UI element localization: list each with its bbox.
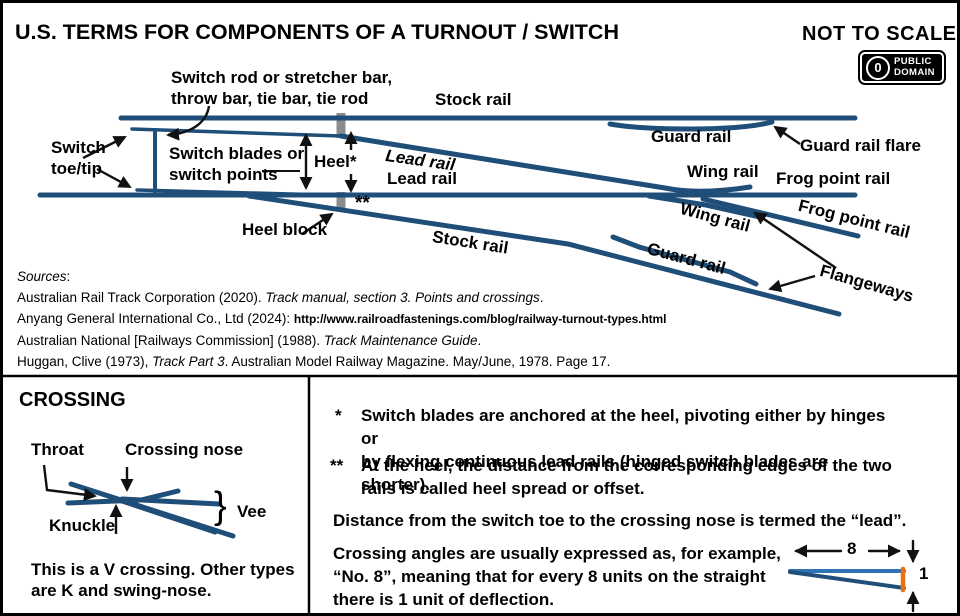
- sources-block: Sources: Australian Rail Track Corporati…: [17, 266, 666, 372]
- wing-rail-lower-line: [646, 193, 763, 220]
- page-title: U.S. TERMS FOR COMPONENTS OF A TURNOUT /…: [15, 20, 619, 44]
- heel-label: Heel*: [314, 152, 357, 171]
- heel-block-top: [336, 113, 346, 138]
- stock-rail-diverging-line: [246, 193, 842, 317]
- crossing-nose-label: Crossing nose: [125, 440, 244, 459]
- throat-arrow: [42, 464, 97, 502]
- throat-label: Throat: [31, 440, 84, 459]
- crossing-rails: [65, 481, 236, 539]
- heel-block-bottom: [336, 192, 346, 211]
- crossing-caption: This is a V crossing. Other types are K …: [31, 560, 295, 600]
- heel-blocks: [336, 113, 346, 211]
- note-crossing-angles: Crossing angles are usually expressed as…: [333, 542, 803, 611]
- heel-block-label: Heel block: [242, 220, 328, 239]
- crossing-arrows: [42, 464, 134, 534]
- knuckle-label: Knuckle: [49, 516, 116, 535]
- switch-blades-label: Switch blades or switch points: [169, 144, 305, 184]
- panel-dividers: [3, 374, 957, 613]
- switch-blade-top-line: [130, 127, 343, 138]
- stock-rail-top-label: Stock rail: [435, 90, 512, 109]
- note-text: Switch blades are anchored at the heel, …: [361, 406, 886, 494]
- guard-rail-top-label: Guard rail: [651, 127, 732, 146]
- vee-upper-rail-line: [119, 496, 222, 507]
- lead-rail-straight-label: Lead rail: [387, 169, 457, 188]
- switch-toe-label: Switch toe/tip: [51, 138, 106, 178]
- public-domain-label: PUBLIC DOMAIN: [894, 56, 935, 78]
- sources-heading-colon: :: [66, 269, 71, 284]
- switch-rod-label: Switch rod or stretcher bar, throw bar, …: [171, 68, 393, 108]
- source-item: Australian National [Railways Commission…: [17, 333, 482, 348]
- note-heel-spread: ** At the heel, the distance from the co…: [330, 454, 896, 500]
- turnout-arrows: [82, 105, 837, 293]
- angle-rise-value: 1: [919, 564, 929, 583]
- sources-heading-word: Sources: [17, 269, 67, 284]
- heel-block-arrow: [301, 212, 334, 235]
- flangeway-frog-arrow: [753, 211, 837, 269]
- note-lead: Distance from the switch toe to the cros…: [333, 509, 923, 532]
- public-domain-symbol: 0: [874, 60, 882, 75]
- frog-point-rail-straight-label: Frog point rail: [776, 169, 891, 188]
- wing-rail-upper-label: Wing rail: [687, 162, 759, 181]
- note-marker: *: [335, 406, 342, 425]
- guard-rail-top-line: [607, 119, 775, 132]
- guard-rail-diverging-line: [610, 234, 759, 287]
- source-item: Australian Rail Track Corporation (2020)…: [17, 290, 544, 305]
- angle-diagram: [788, 539, 920, 613]
- angle-bottom-rail-line: [788, 570, 906, 590]
- source-item: Huggan, Clive (1973), Track Part 3. Aust…: [17, 354, 611, 369]
- flangeway-guard-arrow: [768, 274, 816, 293]
- guard-rail-flare-label: Guard rail flare: [800, 136, 921, 155]
- vee-lower-rail-line: [116, 497, 218, 535]
- switch-toe-upper-arrow: [82, 135, 127, 160]
- note-text: Distance from the switch toe to the cros…: [333, 511, 907, 530]
- switch-rod-arrow: [166, 105, 211, 141]
- crossing-heading: CROSSING: [19, 389, 126, 411]
- turnout-rails: [37, 115, 861, 317]
- vee-brace: }: [214, 485, 227, 527]
- heel-spread-marker: **: [355, 193, 370, 214]
- note-text: Crossing angles are usually expressed as…: [333, 544, 781, 609]
- note-switch-blades: * Switch blades are anchored at the heel…: [335, 404, 901, 496]
- public-domain-zero-icon: 0: [866, 55, 890, 80]
- frog-point-rail-diverging-line: [700, 196, 861, 239]
- source-item: Anyang General International Co., Ltd (2…: [17, 311, 667, 326]
- vee-label: Vee: [237, 502, 267, 521]
- switch-blade-bottom-line: [135, 188, 330, 197]
- source-url: http://www.railroadfastenings.com/blog/r…: [293, 312, 667, 326]
- lead-rail-diverging-line: [338, 133, 753, 194]
- not-to-scale-note: NOT TO SCALE: [802, 23, 957, 45]
- public-domain-badge: 0 PUBLIC DOMAIN: [858, 50, 946, 85]
- diagram-canvas: [3, 105, 957, 613]
- sources-heading: Sources:: [17, 266, 666, 287]
- note-marker: **: [330, 456, 344, 475]
- switch-toe-lower-arrow: [96, 167, 132, 189]
- note-text: At the heel, the distance from the corre…: [361, 456, 892, 498]
- guard-rail-flare-arrow: [773, 125, 801, 145]
- angle-run-value: 8: [847, 539, 857, 558]
